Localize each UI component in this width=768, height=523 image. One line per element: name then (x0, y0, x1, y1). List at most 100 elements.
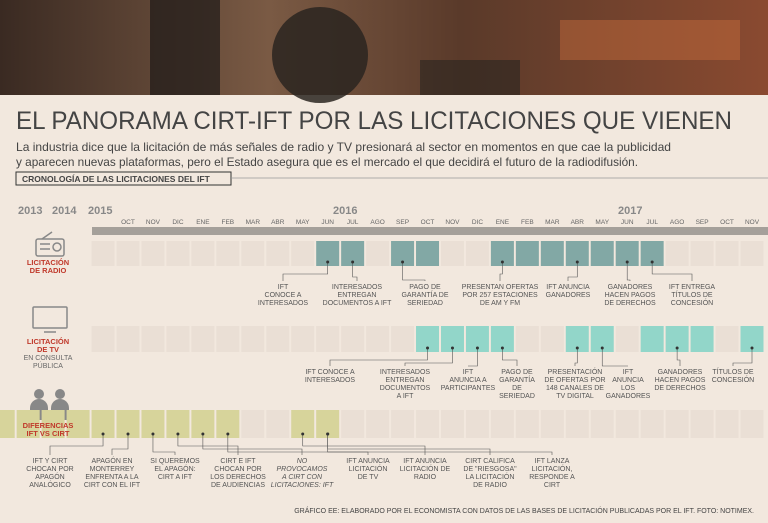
month-label: NOV (445, 219, 460, 226)
annotation: CHOCAN POR (26, 466, 73, 473)
row-label: LICITACIÓN (27, 258, 69, 267)
highlight-cell (166, 410, 190, 438)
annotation: DE RADIO (473, 482, 507, 489)
annotation: A IFT (397, 393, 414, 400)
footer: GRÁFICO EE: ELABORADO POR EL ECONOMISTA … (294, 506, 754, 515)
month-label: DIC (172, 219, 184, 226)
annotation: DE "RIESGOSA" (463, 466, 517, 473)
connector-dot (475, 346, 479, 350)
highlight-cell (440, 326, 464, 352)
connector (626, 262, 631, 281)
cell (465, 410, 489, 438)
annotation: LOS (621, 385, 635, 392)
section-label: CRONOLOGÍA DE LAS LICITACIONES DEL IFT (22, 174, 211, 184)
annotation: APAGÓN EN (91, 456, 132, 465)
cell (440, 241, 464, 266)
month-label: ENE (496, 219, 510, 226)
annotation: DE DERECHOS (654, 385, 706, 392)
cell (366, 241, 390, 266)
highlight-cell (316, 410, 340, 438)
connector-dot (351, 260, 355, 264)
month-label: ABR (271, 219, 285, 226)
subtitle: y aparecen nuevas plataformas, pero el E… (16, 155, 638, 169)
connector (327, 434, 553, 455)
annotation: GANADORES (658, 369, 703, 376)
annotation: TÍTULOS DE (712, 367, 754, 376)
row-label: DE TV (37, 345, 59, 354)
connector (676, 348, 681, 366)
annotation: GANADORES (606, 393, 651, 400)
cell (715, 241, 739, 266)
highlight-cell (640, 326, 664, 352)
cell (341, 410, 365, 438)
annotation: PRESENTAN OFERTAS (462, 284, 539, 291)
annotation: ANUNCIA (612, 377, 644, 384)
cell (91, 241, 115, 266)
connector-dot (575, 260, 579, 264)
highlight-cell (465, 326, 489, 352)
highlight-cell (141, 410, 165, 438)
year-label: 2015 (88, 205, 112, 217)
cell (366, 326, 390, 352)
annotation: INTERESADOS (258, 300, 309, 307)
annotation: CIRT E IFT (220, 458, 256, 465)
annotation: IFT LANZA (535, 458, 570, 465)
cell (241, 326, 265, 352)
connector (111, 434, 129, 455)
annotation: LA LICITACIÓN (466, 472, 515, 481)
cell (740, 410, 764, 438)
connector (402, 262, 426, 281)
cell (341, 326, 365, 352)
annotation: LICITACIÓN DE (400, 464, 451, 473)
timeline-header-bar (92, 227, 768, 235)
connector-dot (151, 432, 155, 436)
cell (440, 410, 464, 438)
radio-icon (35, 231, 65, 257)
cell (515, 326, 539, 352)
connector-dot (675, 346, 679, 350)
connector-dot (301, 432, 305, 436)
highlight-cell (590, 326, 614, 352)
connector-dot (401, 260, 405, 264)
cell (166, 326, 190, 352)
cell (615, 410, 639, 438)
connector-dot (226, 432, 230, 436)
annotation: PAGO DE (501, 369, 533, 376)
cell (366, 410, 390, 438)
annotation: LICITACIONES: IFT (271, 482, 334, 489)
cell (266, 410, 290, 438)
cell (615, 326, 639, 352)
month-label: ABR (571, 219, 585, 226)
highlight-cell (540, 241, 564, 266)
row-label: DIFERENCIAS (23, 421, 74, 430)
month-label: MAY (595, 219, 609, 226)
cell (391, 410, 415, 438)
highlight-cell (216, 410, 240, 438)
header-photo (0, 0, 768, 103)
annotation: GANADORES (546, 292, 591, 299)
highlight-cell (316, 241, 340, 266)
annotation: HACEN PAGOS (605, 292, 656, 299)
row-label: IFT VS CIRT (27, 429, 70, 438)
annotation: INTERESADOS (305, 377, 356, 384)
cell (740, 241, 764, 266)
annotation: SERIEDAD (407, 300, 443, 307)
highlight-cell (41, 410, 65, 438)
annotation: DE DERECHOS (604, 300, 656, 307)
month-label: NOV (745, 219, 760, 226)
month-label: FEB (521, 219, 534, 226)
annotation: IFT ANUNCIA (546, 284, 590, 291)
subtitle: La industria dice que la licitación de m… (16, 140, 671, 154)
highlight-cell (16, 410, 40, 438)
annotation: NO (297, 458, 308, 465)
highlight-cell (66, 410, 90, 438)
cell (241, 241, 265, 266)
cell (316, 326, 340, 352)
cell (116, 241, 140, 266)
connector-dot (101, 432, 105, 436)
annotation: POR 257 ESTACIONES (462, 292, 538, 299)
highlight-cell (565, 326, 589, 352)
highlight-cell (91, 410, 115, 438)
annotation: INTERESADOS (332, 284, 383, 291)
annotation: IFT Y CIRT (33, 458, 69, 465)
